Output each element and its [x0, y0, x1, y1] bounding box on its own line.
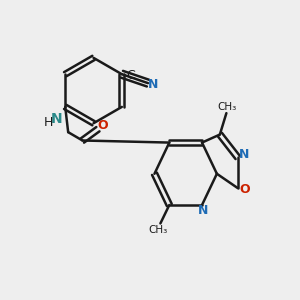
Text: N: N — [239, 148, 249, 161]
Text: CH₃: CH₃ — [218, 102, 237, 112]
Text: C: C — [126, 69, 135, 82]
Text: CH₃: CH₃ — [148, 225, 168, 235]
Text: N: N — [198, 204, 208, 217]
Text: O: O — [239, 183, 250, 196]
Text: N: N — [148, 78, 158, 92]
Text: H: H — [44, 116, 53, 129]
Text: O: O — [98, 119, 108, 132]
Text: N: N — [51, 112, 63, 126]
